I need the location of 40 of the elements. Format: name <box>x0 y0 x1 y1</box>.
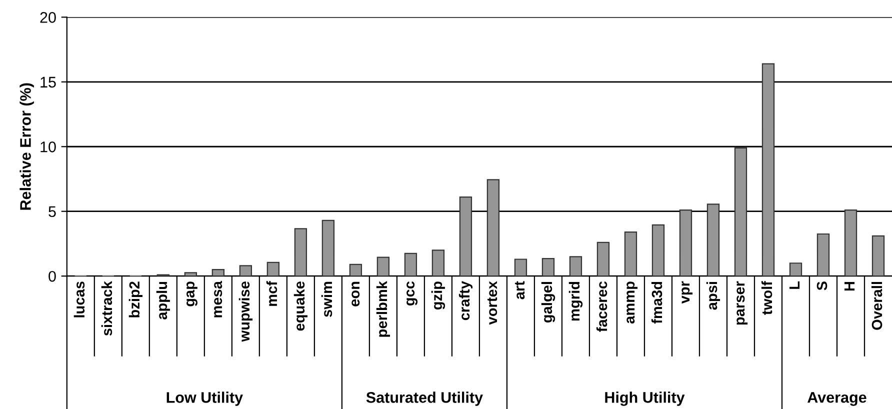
x-tick-label: lucas <box>74 282 85 318</box>
y-tick-label: 10 <box>40 141 56 152</box>
x-tick-label: fma3d <box>651 282 662 324</box>
x-tick-label: crafty <box>458 281 472 320</box>
text: Low Utility <box>166 392 243 406</box>
text: Saturated Utility <box>366 392 483 406</box>
x-tick-label: twolf <box>761 280 772 315</box>
x-tick-label: mesa <box>214 280 222 318</box>
x-tick-label: mcf <box>266 280 278 306</box>
x-tick-label: perlbmk <box>376 280 390 337</box>
x-tick-label: H <box>844 282 855 291</box>
x-tick-label: galgel <box>541 282 556 323</box>
y-tick-label: 20 <box>40 12 56 23</box>
text: Average <box>808 392 866 406</box>
x-tick-label: Overall <box>871 282 882 330</box>
x-tick-label: vpr <box>682 281 693 304</box>
x-tick-label: ammp <box>626 282 638 324</box>
y-tick-label: 5 <box>48 206 56 218</box>
y-tick-label: 15 <box>40 76 56 88</box>
x-tick-label: S <box>816 282 828 290</box>
x-tick-label: gcc <box>406 281 418 306</box>
x-tick-label: wupwise <box>238 281 252 342</box>
x-tick-label: eon <box>352 282 360 306</box>
x-tick-label: vortex <box>487 281 498 325</box>
x-tick-label: apsi <box>706 282 720 310</box>
y-tick-label: 0 <box>48 270 56 282</box>
x-tick-label: art <box>514 281 525 300</box>
x-tick-label: gzip <box>431 282 446 310</box>
text: High Utility <box>605 392 685 406</box>
x-tick-label: bzip2 <box>128 282 142 318</box>
x-tick-label: facerec <box>596 281 608 332</box>
x-tick-label: sixtrack <box>101 280 112 336</box>
x-tick-label: mgrid <box>568 282 583 321</box>
x-tick-label: swim <box>321 282 332 317</box>
x-tick-label: parser <box>736 281 748 325</box>
x-tick-label: equake <box>294 281 308 331</box>
x-tick-label: L <box>789 281 800 289</box>
y-axis-title: Relative Error (%) <box>20 83 34 210</box>
x-tick-label: applu <box>156 282 170 320</box>
x-tick-label: gap <box>186 282 198 306</box>
